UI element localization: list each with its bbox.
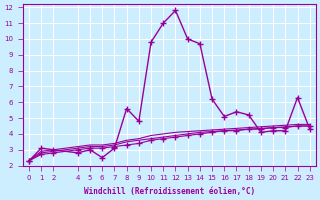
- X-axis label: Windchill (Refroidissement éolien,°C): Windchill (Refroidissement éolien,°C): [84, 187, 255, 196]
